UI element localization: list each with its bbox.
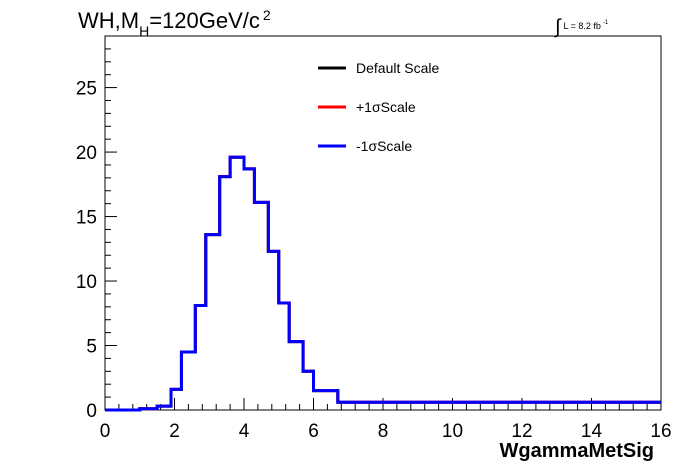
y-tick-label: 10	[76, 272, 97, 293]
x-tick-label: 0	[100, 421, 111, 442]
legend-label: Default Scale	[356, 60, 439, 76]
x-tick-label: 16	[650, 421, 671, 442]
x-tick-label: 12	[511, 421, 532, 442]
y-tick-label: 20	[76, 143, 97, 164]
x-tick-label: 6	[308, 421, 319, 442]
x-tick-label: 4	[239, 421, 250, 442]
x-tick-label: 10	[442, 421, 463, 442]
series-line-2	[105, 155, 661, 412]
luminosity-label: ∫ L = 8.2 fb -1	[555, 16, 609, 38]
plot-frame	[104, 35, 662, 411]
y-tick-label: 15	[76, 208, 97, 229]
legend-label: -1σScale	[356, 138, 412, 154]
x-axis-label: WgammaMetSig	[499, 440, 654, 462]
series-line-1	[105, 155, 661, 412]
x-tick-label: 8	[378, 421, 389, 442]
x-tick-label: 14	[581, 421, 603, 442]
y-tick-label: 25	[76, 79, 97, 100]
y-tick-label: 0	[86, 401, 97, 422]
x-tick-label: 2	[169, 421, 180, 442]
chart-title: WH,MH=120GeV/c 2	[78, 7, 271, 39]
legend-label: +1σScale	[356, 99, 416, 115]
y-tick-label: 5	[86, 337, 97, 358]
series-line-0	[105, 155, 661, 412]
